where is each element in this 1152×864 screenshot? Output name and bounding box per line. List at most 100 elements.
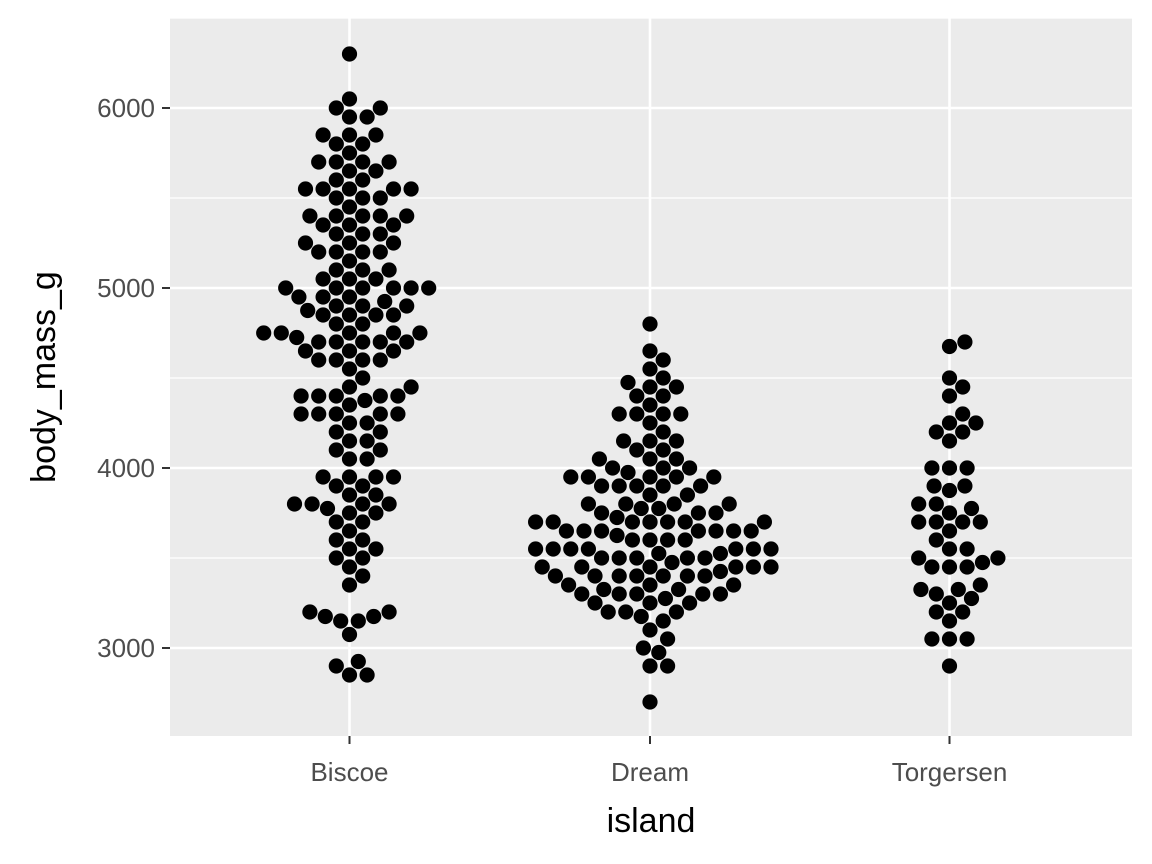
data-point-torgersen (968, 415, 984, 431)
data-point-dream (558, 523, 575, 539)
data-point-dream (629, 442, 645, 458)
data-point-dream (655, 424, 671, 440)
data-point-dream (664, 554, 680, 571)
data-point-dream (756, 514, 773, 530)
data-point-dream (668, 451, 685, 467)
data-point-dream (629, 388, 645, 404)
data-point-dream (633, 608, 649, 625)
data-point-torgersen (911, 496, 927, 512)
data-point-torgersen (957, 334, 973, 350)
data-point-dream (679, 568, 696, 584)
data-point-torgersen (928, 604, 944, 620)
data-point-dream (545, 514, 561, 530)
data-point-dream (660, 631, 676, 647)
data-point-biscoe (385, 217, 402, 233)
data-point-biscoe (328, 172, 344, 188)
data-point-dream (609, 509, 625, 526)
data-point-torgersen (928, 532, 944, 548)
data-point-dream (677, 532, 693, 548)
data-point-dream (712, 586, 729, 602)
data-point-dream (600, 604, 616, 620)
data-point-biscoe (328, 226, 344, 242)
data-point-biscoe (368, 163, 384, 179)
data-point-biscoe (328, 208, 344, 224)
data-point-biscoe (355, 190, 371, 206)
data-point-biscoe (355, 316, 371, 332)
data-point-biscoe (315, 289, 331, 305)
data-point-biscoe (328, 262, 344, 278)
data-point-biscoe (372, 244, 388, 260)
data-point-biscoe (341, 127, 358, 143)
data-point-biscoe (341, 271, 358, 287)
data-point-dream (574, 586, 590, 602)
data-point-torgersen (941, 460, 958, 476)
data-point-dream (594, 523, 610, 539)
data-point-biscoe (368, 307, 384, 323)
data-point-dream (618, 496, 634, 512)
data-point-dream (651, 644, 667, 661)
data-point-torgersen (972, 514, 988, 530)
data-point-dream (642, 343, 658, 359)
data-point-biscoe (311, 388, 327, 404)
data-point-biscoe (315, 271, 331, 287)
x-tick-label: Torgersen (892, 757, 1008, 787)
data-point-dream (655, 568, 671, 584)
data-point-biscoe (341, 46, 358, 62)
data-point-biscoe (328, 136, 344, 152)
data-point-biscoe (355, 208, 371, 224)
data-point-biscoe (368, 127, 384, 143)
data-point-biscoe (317, 608, 333, 625)
data-point-dream (547, 568, 564, 584)
data-point-dream (620, 464, 636, 481)
y-tick-label: 4000 (97, 453, 155, 483)
data-point-dream (528, 541, 544, 557)
data-point-dream (642, 595, 658, 611)
data-point-torgersen (913, 581, 929, 598)
data-point-dream (728, 541, 744, 557)
data-point-dream (679, 550, 696, 566)
data-point-biscoe (355, 550, 371, 566)
data-point-dream (642, 361, 658, 377)
data-point-torgersen (959, 559, 975, 575)
data-point-torgersen (926, 478, 942, 494)
data-point-biscoe (385, 343, 402, 359)
data-point-biscoe (355, 154, 371, 170)
data-point-biscoe (372, 226, 388, 242)
data-point-dream (660, 658, 676, 674)
data-point-biscoe (403, 181, 419, 197)
data-point-biscoe (359, 109, 375, 125)
data-point-biscoe (355, 262, 371, 278)
data-point-biscoe (341, 577, 358, 593)
data-point-dream (609, 527, 625, 544)
data-point-biscoe (328, 658, 344, 674)
data-point-dream (563, 541, 579, 557)
data-point-biscoe (355, 532, 371, 548)
data-point-torgersen (941, 541, 958, 557)
data-point-dream (534, 559, 550, 575)
data-point-dream (594, 478, 610, 494)
data-point-biscoe (368, 541, 384, 557)
data-point-dream (655, 613, 671, 629)
data-point-dream (651, 500, 667, 517)
data-point-biscoe (315, 307, 331, 323)
data-point-biscoe (341, 361, 358, 377)
data-point-biscoe (368, 505, 384, 521)
data-point-biscoe (355, 496, 371, 512)
data-point-biscoe (328, 532, 344, 548)
data-point-torgersen (928, 586, 944, 602)
data-point-biscoe (357, 392, 373, 409)
data-point-dream (642, 622, 658, 638)
data-point-dream (679, 487, 696, 503)
data-point-biscoe (315, 217, 331, 233)
data-point-biscoe (300, 302, 316, 319)
data-point-biscoe (341, 181, 358, 197)
data-point-dream (642, 316, 658, 332)
data-point-biscoe (341, 559, 358, 575)
data-point-dream (624, 514, 641, 530)
x-tick-label: Dream (611, 757, 689, 787)
data-point-biscoe (328, 352, 344, 368)
data-point-biscoe (372, 406, 388, 422)
data-point-dream (629, 568, 645, 584)
data-point-biscoe (366, 608, 382, 625)
data-point-biscoe (385, 280, 402, 296)
